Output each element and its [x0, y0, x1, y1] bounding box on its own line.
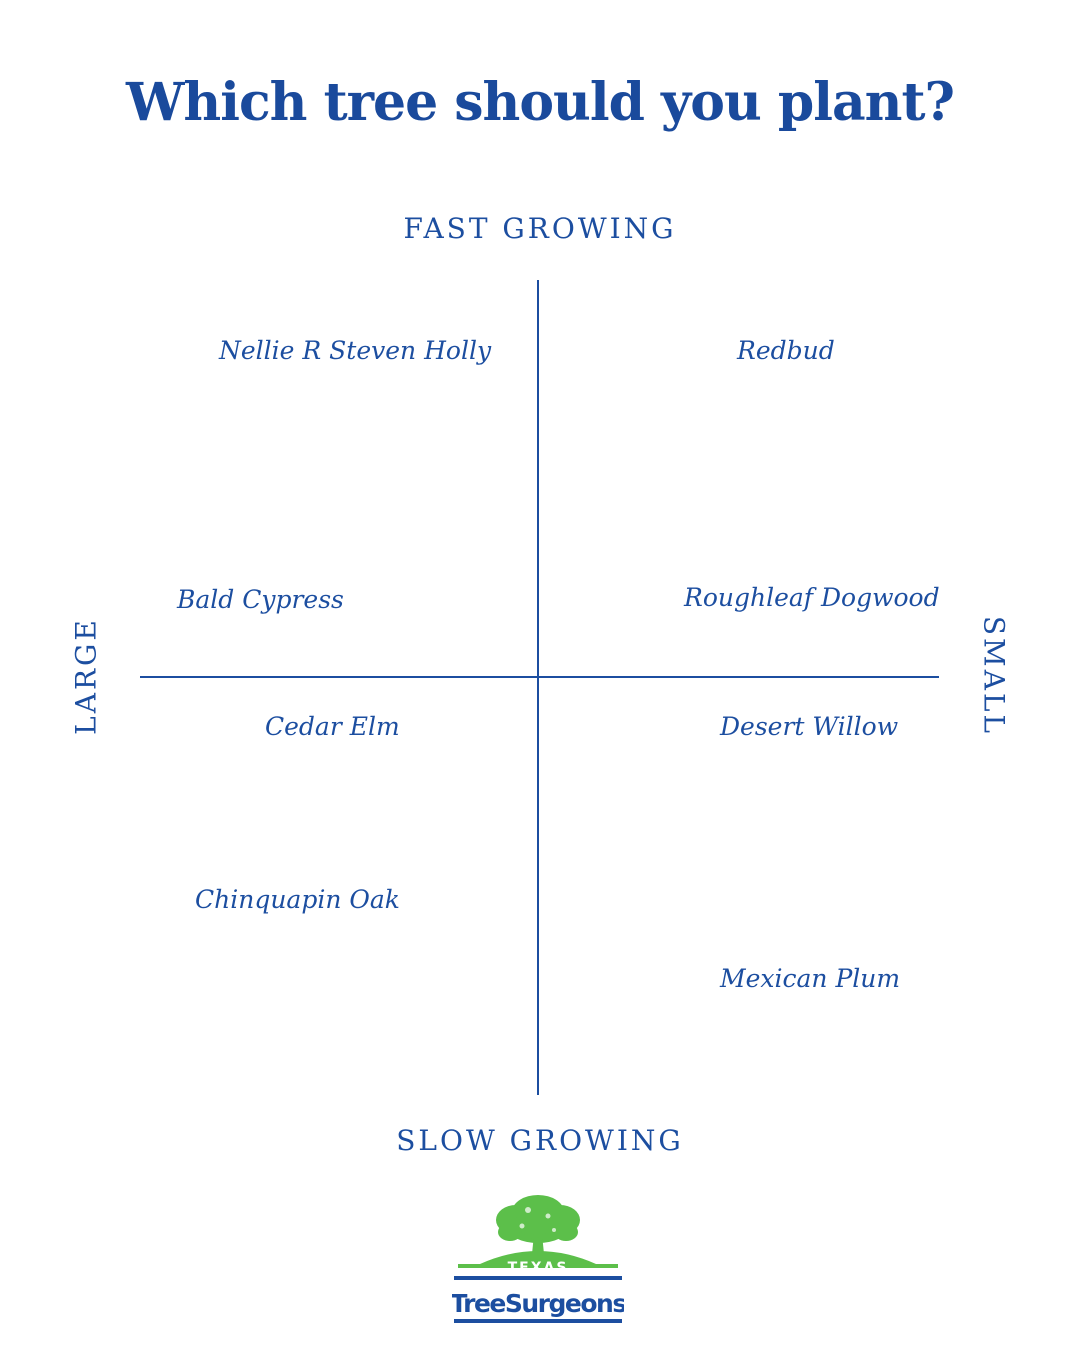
tree-icon: [480, 1195, 596, 1264]
tree-label-cedar-elm: Cedar Elm: [265, 712, 400, 741]
tree-label-nellie-r-steven-holly: Nellie R Steven Holly: [219, 336, 492, 365]
vertical-axis-line: [537, 280, 539, 1095]
tree-label-mexican-plum: Mexican Plum: [720, 964, 901, 993]
texas-tree-surgeons-logo: TEXAS TreeSurgeons: [450, 1190, 628, 1325]
tree-label-bald-cypress: Bald Cypress: [177, 585, 344, 614]
logo-tree-surgeons-text: TreeSurgeons: [452, 1289, 624, 1318]
axis-label-slow-growing: SLOW GROWING: [396, 1124, 684, 1157]
axis-label-large: LARGE: [69, 617, 103, 735]
logo-texas-text: TEXAS: [508, 1260, 569, 1276]
axis-label-fast-growing: FAST GROWING: [403, 212, 677, 245]
tree-label-roughleaf-dogwood: Roughleaf Dogwood: [684, 583, 940, 612]
tree-label-chinquapin-oak: Chinquapin Oak: [195, 885, 400, 914]
horizontal-axis-line: [140, 676, 939, 678]
axis-label-small: SMALL: [977, 615, 1011, 737]
page-title: Which tree should you plant?: [126, 72, 955, 133]
tree-label-desert-willow: Desert Willow: [720, 712, 899, 741]
tree-label-redbud: Redbud: [737, 336, 835, 365]
